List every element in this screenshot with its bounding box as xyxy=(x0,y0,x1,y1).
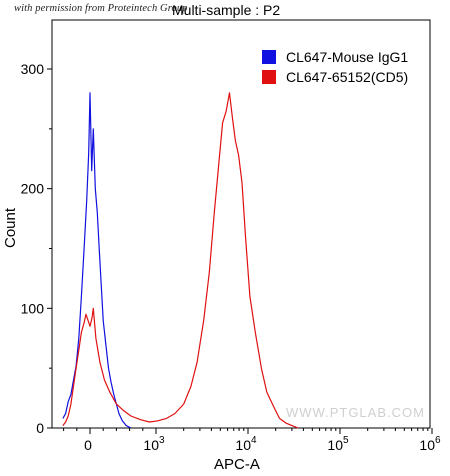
legend-swatch-red xyxy=(262,70,276,84)
series-line-cd5 xyxy=(62,92,299,429)
y-tick-label: 100 xyxy=(21,300,45,316)
y-axis-label: Count xyxy=(2,207,19,248)
site-watermark: WWW.PTGLAB.COM xyxy=(286,405,425,420)
x-tick-label: 104 xyxy=(235,435,257,453)
series-layer xyxy=(62,92,299,429)
chart-title: Multi-sample : P2 xyxy=(172,2,281,18)
legend-item-cd5: CL647-65152(CD5) xyxy=(262,67,408,87)
legend-label-cd5: CL647-65152(CD5) xyxy=(286,69,409,85)
x-axis-label: APC-A xyxy=(214,456,260,473)
x-tick-label: 105 xyxy=(327,435,349,453)
legend-label-isotype: CL647-Mouse IgG1 xyxy=(286,49,409,65)
y-tick-label: 0 xyxy=(36,420,44,436)
legend-swatch-blue xyxy=(262,50,276,64)
axes-layer: 0 100 200 300 0 103 104 105 106 xyxy=(21,61,441,453)
y-tick-label: 200 xyxy=(21,181,45,197)
plot-frame xyxy=(51,19,431,429)
x-tick-label: 0 xyxy=(84,437,92,453)
y-tick-label: 300 xyxy=(21,61,45,77)
x-tick-label: 103 xyxy=(143,435,165,453)
x-tick-label: 106 xyxy=(419,435,441,453)
series-line-isotype xyxy=(62,92,132,429)
permission-watermark: with permission from Proteintech Group xyxy=(14,3,188,14)
legend: CL647-Mouse IgG1 CL647-65152(CD5) xyxy=(262,47,408,87)
legend-item-isotype: CL647-Mouse IgG1 xyxy=(262,47,408,67)
